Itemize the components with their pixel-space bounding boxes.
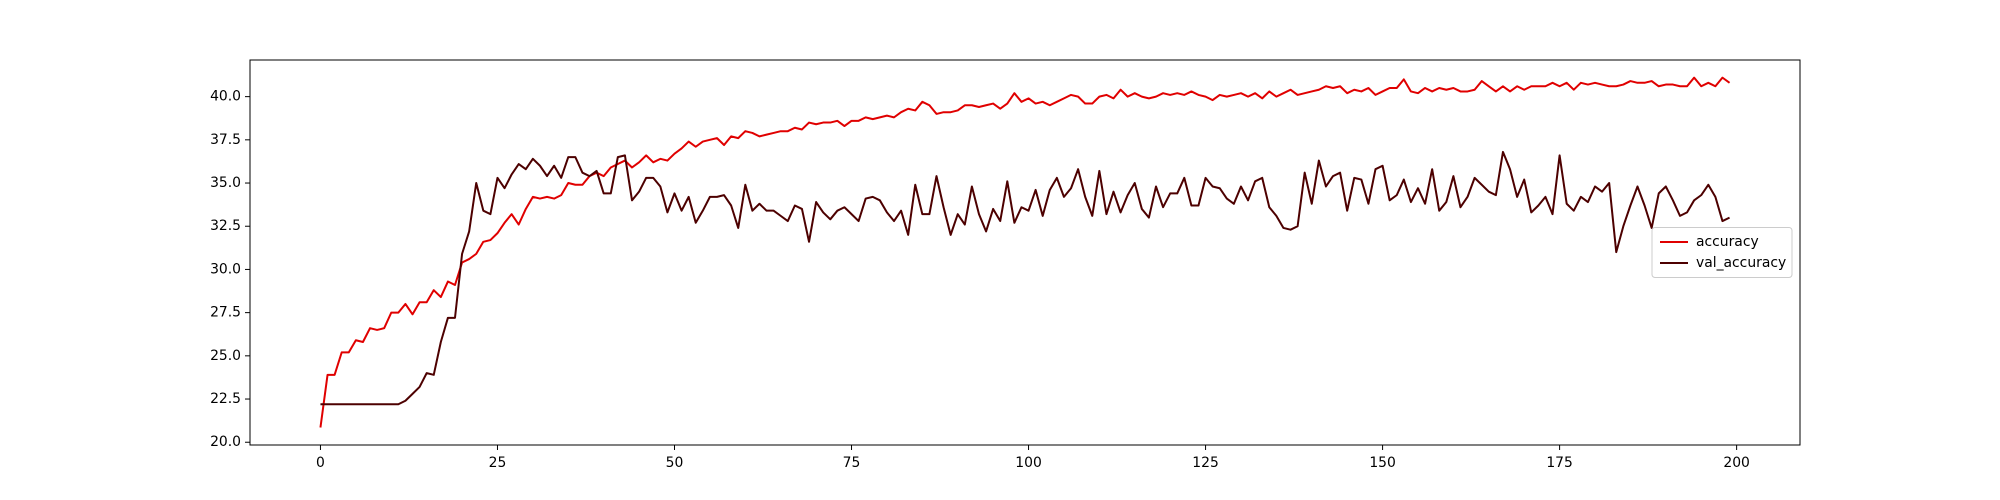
y-tick-label: 30.0 [210,261,241,277]
line-series [319,76,1731,428]
x-tick-label: 100 [1015,455,1042,471]
x-tick-label: 75 [843,455,861,471]
y-tick-label: 37.5 [210,132,241,148]
y-tick-label: 35.0 [210,175,241,191]
legend-label: val_accuracy [1696,255,1786,271]
y-tick-label: 32.5 [210,218,241,234]
legend: accuracy val_accuracy [1651,227,1793,278]
legend-label: accuracy [1696,234,1759,250]
plot-frame [249,59,1801,446]
x-tick-label: 125 [1192,455,1219,471]
x-tick-label: 150 [1369,455,1396,471]
y-tick-label: 40.0 [210,89,241,105]
line-series [320,150,1730,406]
x-tick-label: 0 [316,455,325,471]
y-tick-label: 22.5 [210,391,241,407]
x-tick-label: 175 [1546,455,1573,471]
x-tick-label: 200 [1723,455,1750,471]
x-tick-label: 50 [666,455,684,471]
y-tick-label: 27.5 [210,305,241,321]
y-tick-label: 20.0 [210,434,241,450]
y-tick-label: 25.0 [210,348,241,364]
legend-box [1651,227,1793,278]
x-tick-label: 25 [489,455,507,471]
